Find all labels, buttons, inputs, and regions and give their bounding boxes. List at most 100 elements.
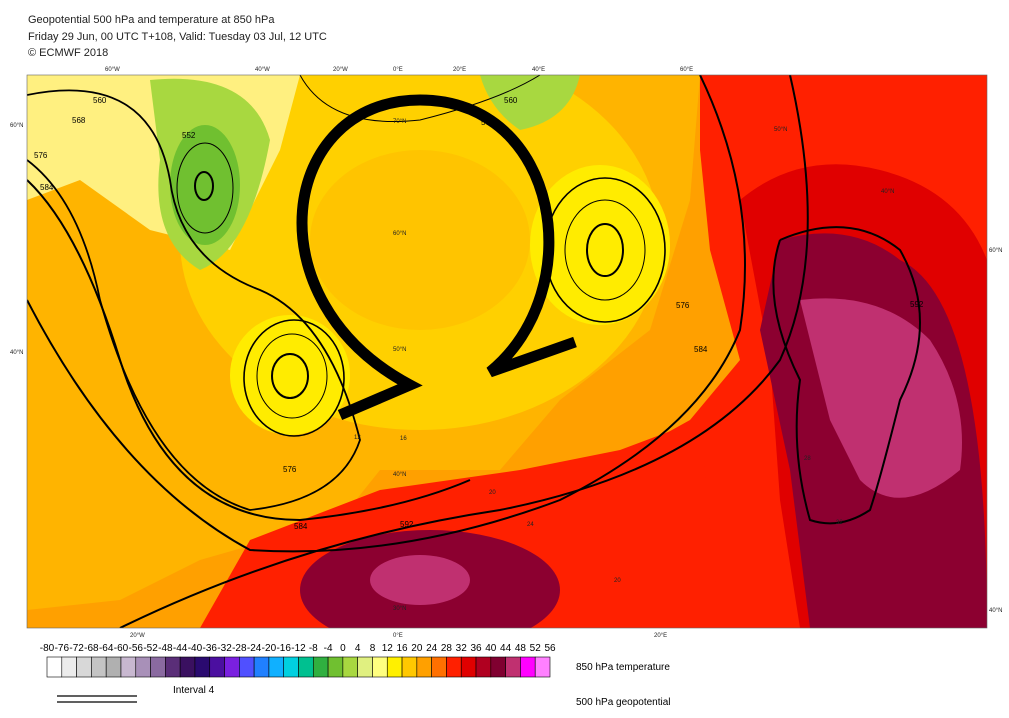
colorbar-box [224, 656, 240, 678]
colorbar-label: -28 [232, 643, 247, 654]
colorbar-box [283, 656, 299, 678]
colorbar-box [268, 656, 285, 678]
temperature-label: 20 [489, 490, 496, 496]
temperature-label: 12 [354, 435, 361, 441]
colorbar-label: -64 [99, 643, 114, 654]
temperature-legend-label: 850 hPa temperature [576, 662, 670, 673]
colorbar-label: 24 [426, 643, 438, 654]
graticule-label: 40°N [989, 608, 1002, 614]
graticule-label: 20°E [453, 67, 466, 73]
graticule-label: 40°N [881, 189, 894, 195]
graticule-label: 70°N [393, 119, 406, 125]
colorbar-label: -4 [324, 643, 333, 654]
colorbar-box [357, 656, 373, 678]
colorbar: -80 -76 -72 -68 -64 -60 -56 -52 -48 -44 -40 -36 -32-… [40, 643, 556, 678]
graticule-label: 20°W [130, 633, 145, 639]
graticule-label: 0°E [393, 67, 403, 73]
colorbar-label: 16 [396, 643, 408, 654]
colorbar-label: -60 [114, 643, 129, 654]
graticule-label: 50°N [393, 347, 406, 353]
temperature-label: 20 [614, 578, 621, 584]
contour-label: 592 [400, 520, 414, 529]
colorbar-box [239, 656, 255, 678]
colorbar-label: -36 [203, 643, 218, 654]
contour-label: 584 [40, 183, 54, 192]
colorbar-label: -48 [158, 643, 173, 654]
contour-label: 576 [283, 465, 297, 474]
colorbar-label: 20 [411, 643, 423, 654]
contour-label: 576 [34, 151, 48, 160]
colorbar-label: -16 [276, 643, 291, 654]
colorbar-box [120, 656, 137, 678]
colorbar-box [372, 656, 388, 678]
colorbar-label: 36 [470, 643, 482, 654]
colorbar-label: 12 [382, 643, 394, 654]
graticule-label: 60°N [10, 123, 23, 129]
colorbar-box [194, 656, 211, 678]
colorbar-label: -40 [188, 643, 203, 654]
colorbar-box [490, 656, 506, 678]
colorbar-label: -8 [309, 643, 318, 654]
colorbar-label: -56 [129, 643, 144, 654]
graticule-labels: 60°W 40°W 20°W 0°E 20°E 40°E 60°E 60°N 4… [10, 67, 1002, 639]
colorbar-label: -12 [291, 643, 306, 654]
colorbar-box [534, 656, 551, 678]
colorbar-box [505, 656, 521, 678]
colorbar-box [386, 656, 403, 678]
colorbar-label: -24 [247, 643, 262, 654]
graticule-label: 50°N [774, 127, 787, 133]
graticule-label: 60°N [989, 248, 1002, 254]
colorbar-box [209, 656, 225, 678]
graticule-label: 60°N [393, 231, 406, 237]
omega-symbol [296, 94, 577, 421]
graticule-label: 60°E [680, 67, 693, 73]
contour-label: 584 [694, 345, 708, 354]
colorbar-box [431, 656, 447, 678]
colorbar-box [460, 656, 477, 678]
colorbar-box [520, 656, 536, 678]
colorbar-box [446, 656, 462, 678]
title: Geopotential 500 hPa and temperature at … [28, 14, 275, 26]
colorbar-label: 48 [515, 643, 527, 654]
colorbar-label: -68 [84, 643, 99, 654]
colorbar-label: 0 [340, 643, 346, 654]
interval-label: Interval 4 [173, 685, 215, 696]
colorbar-box [165, 656, 181, 678]
colorbar-label: 8 [370, 643, 376, 654]
colorbar-label: -32 [217, 643, 232, 654]
colorbar-label: -72 [69, 643, 84, 654]
copyright: © ECMWF 2018 [28, 47, 108, 59]
contour-label: 560 [93, 96, 107, 105]
graticule-label: 40°E [532, 67, 545, 73]
geopotential-legend-label: 500 hPa geopotential [576, 697, 671, 708]
colorbar-box [312, 656, 329, 678]
graticule-label: 0°E [393, 633, 403, 639]
colorbar-label: 44 [500, 643, 512, 654]
graticule-label: 20°E [654, 633, 667, 639]
colorbar-box [298, 656, 314, 678]
colorbar-box [76, 656, 92, 678]
contour-label: 568 [72, 116, 86, 125]
colorbar-box [46, 656, 63, 678]
colorbar-box [61, 656, 77, 678]
colorbar-label: -76 [55, 643, 70, 654]
colorbar-box [135, 656, 151, 678]
colorbar-box [253, 656, 270, 678]
colorbar-box [416, 656, 432, 678]
colorbar-box [105, 656, 122, 678]
contour-label: 552 [182, 131, 196, 140]
colorbar-label: 52 [530, 643, 542, 654]
colorbar-label: -44 [173, 643, 188, 654]
contour-label: 576 [676, 301, 690, 310]
colorbar-label: 28 [441, 643, 453, 654]
temperature-label: 32 [836, 520, 843, 526]
temperature-label: 24 [527, 522, 534, 528]
contour-labels: 560 568 576 584 552 560 568 576 584 592 … [34, 96, 924, 584]
colorbar-box [150, 656, 166, 678]
colorbar-box [342, 656, 358, 678]
colorbar-box [179, 656, 196, 678]
colorbar-label: -20 [262, 643, 277, 654]
colorbar-label: 32 [456, 643, 468, 654]
contour-label: 568 [481, 118, 495, 127]
